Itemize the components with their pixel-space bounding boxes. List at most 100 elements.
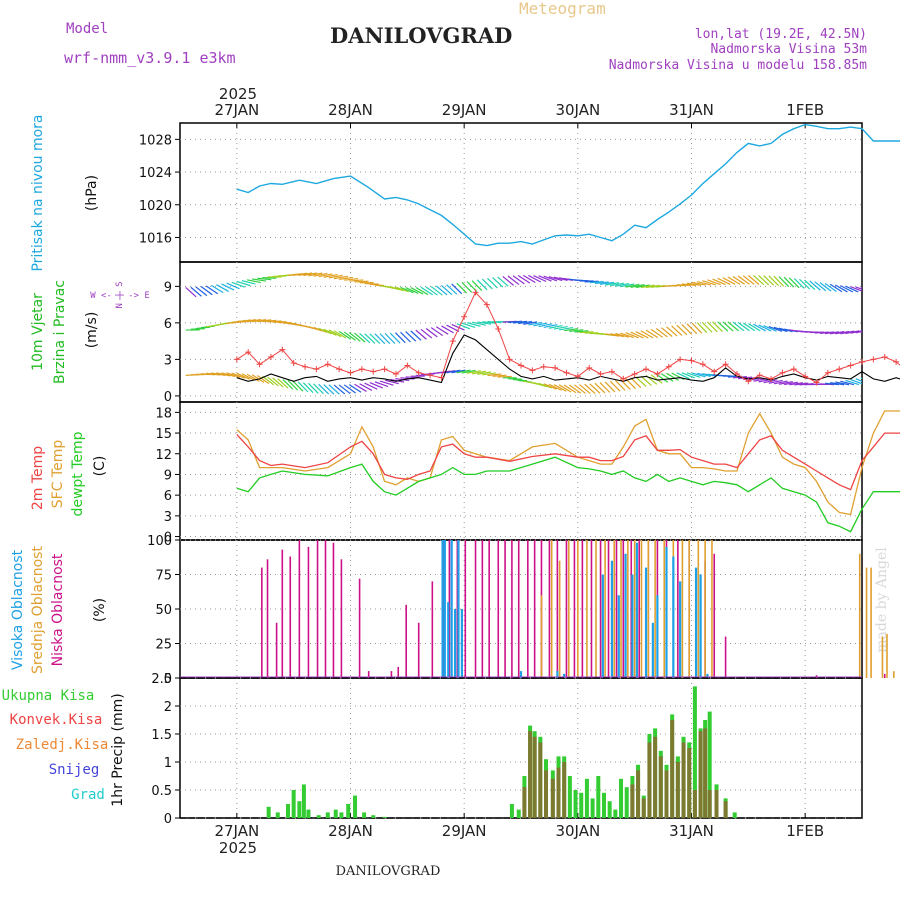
wind-arrow — [241, 319, 256, 323]
wind-arrow — [717, 277, 731, 285]
wind-arrow — [456, 282, 468, 294]
wind-arrow — [435, 285, 448, 296]
wind-arrow — [461, 369, 476, 374]
pressure-panel-labels: Pritisak na nivou mora (hPa) — [30, 114, 100, 271]
wind-panel-labels: 10m Vjetar Brzina i Pravac (m/s) W <- | … — [30, 280, 150, 384]
wind-arrow — [614, 379, 626, 391]
wind-arrow — [364, 382, 378, 390]
wind-speed-line — [236, 334, 900, 384]
wind-arrow — [522, 274, 536, 284]
wind-gust-marker — [870, 356, 877, 363]
wind-arrow — [318, 383, 330, 395]
wind-gust-marker — [893, 358, 900, 365]
y-tick-label: 2.5 — [151, 672, 172, 687]
precip-total-bar — [333, 809, 338, 818]
wind-arrow — [441, 325, 454, 334]
wind-gust-marker — [427, 372, 434, 379]
wind-gust-marker — [540, 363, 547, 370]
wind-arrow — [605, 282, 620, 286]
wind-arrow — [348, 332, 361, 342]
wind-arrow — [850, 286, 862, 292]
wind-gust-marker — [677, 356, 684, 363]
wind-arrow — [272, 377, 284, 388]
wind-gust-marker — [506, 356, 513, 363]
wind-arrow — [681, 372, 696, 379]
wind-arrow — [395, 286, 409, 293]
wind-arrow — [763, 275, 775, 286]
precip-total-bar — [316, 815, 321, 818]
wind-gust-marker — [483, 301, 490, 308]
wind-arrow — [840, 285, 854, 293]
wind-arrow — [676, 372, 690, 380]
precip-conv-bar — [714, 790, 719, 818]
wind-arrow — [845, 330, 860, 335]
wind-gust-marker — [631, 371, 638, 377]
wind-arrow — [860, 286, 862, 289]
precip-conv-bar — [681, 742, 686, 818]
wind-arrow — [834, 284, 848, 293]
wind-arrow — [645, 329, 659, 339]
wind-gust-marker — [449, 338, 456, 345]
wind-arrow — [257, 319, 272, 323]
wind-gust-marker — [654, 371, 661, 377]
wind-arrow — [323, 384, 335, 395]
wind-arrow — [548, 324, 563, 329]
wind-arrow — [333, 275, 348, 280]
precip-total-bar — [371, 815, 376, 818]
wind-gust-marker — [233, 356, 240, 363]
wind-arrow — [507, 320, 522, 324]
precip-snow-label: Snijeg — [49, 762, 100, 778]
y-tick-label: 0 — [164, 390, 172, 405]
wind-arrow — [620, 283, 635, 288]
wind-gust-marker — [847, 362, 854, 369]
wind-arrow — [814, 281, 827, 292]
precip-conv-bar — [687, 748, 692, 818]
wind-arrow — [323, 273, 338, 278]
wind-arrow — [252, 278, 267, 282]
wind-arrow — [742, 322, 756, 332]
y-tick-label: 1.5 — [151, 728, 172, 743]
wind-arrow — [451, 369, 466, 374]
y-tick-label: 1 — [164, 756, 172, 771]
precip-conv-bar — [636, 770, 641, 818]
wind-arrow — [788, 277, 800, 289]
wind-arrow — [236, 372, 250, 380]
wind-arrow — [599, 382, 611, 393]
wind-gust-marker — [404, 362, 411, 369]
wind-arrow — [681, 324, 693, 335]
precip-conv-bar — [675, 762, 680, 818]
precip-conv-bar — [556, 767, 561, 818]
wind-arrow — [778, 381, 793, 385]
y-tick-label: 6 — [164, 489, 172, 504]
wind-arrow — [415, 286, 429, 296]
wind-arrow — [502, 275, 514, 286]
wind-arrow — [267, 376, 279, 387]
wind-arrow — [737, 275, 750, 285]
wind-arrow — [221, 372, 236, 378]
precip-total-bar — [732, 812, 737, 818]
wind-arrow — [492, 277, 504, 288]
wind-arrow — [610, 333, 625, 338]
wind-arrow — [727, 321, 739, 332]
wind-compass-we: W <- | -> E — [90, 291, 150, 301]
wind-gust-marker — [745, 378, 752, 385]
wind-gust-marker — [802, 373, 809, 380]
wind-arrow — [671, 325, 683, 336]
wind-arrow — [282, 379, 294, 390]
wind-arrow — [697, 280, 711, 286]
wind-arrow — [195, 286, 208, 297]
wind-arrow — [737, 322, 750, 332]
wind-arrow — [236, 319, 251, 324]
wind-arrow — [609, 380, 621, 392]
wind-arrow — [753, 323, 767, 332]
wind-title-1: 10m Vjetar — [30, 293, 46, 371]
wind-arrow — [359, 332, 371, 344]
wind-arrow — [466, 322, 481, 327]
wind-arrow — [691, 281, 706, 286]
wind-gust-marker — [381, 366, 388, 373]
wind-arrow — [446, 324, 460, 333]
pressure-ylabel: (hPa) — [84, 175, 100, 211]
wind-arrow — [456, 369, 471, 374]
wind-arrow — [569, 329, 584, 332]
precip-conv-bar — [703, 728, 708, 818]
